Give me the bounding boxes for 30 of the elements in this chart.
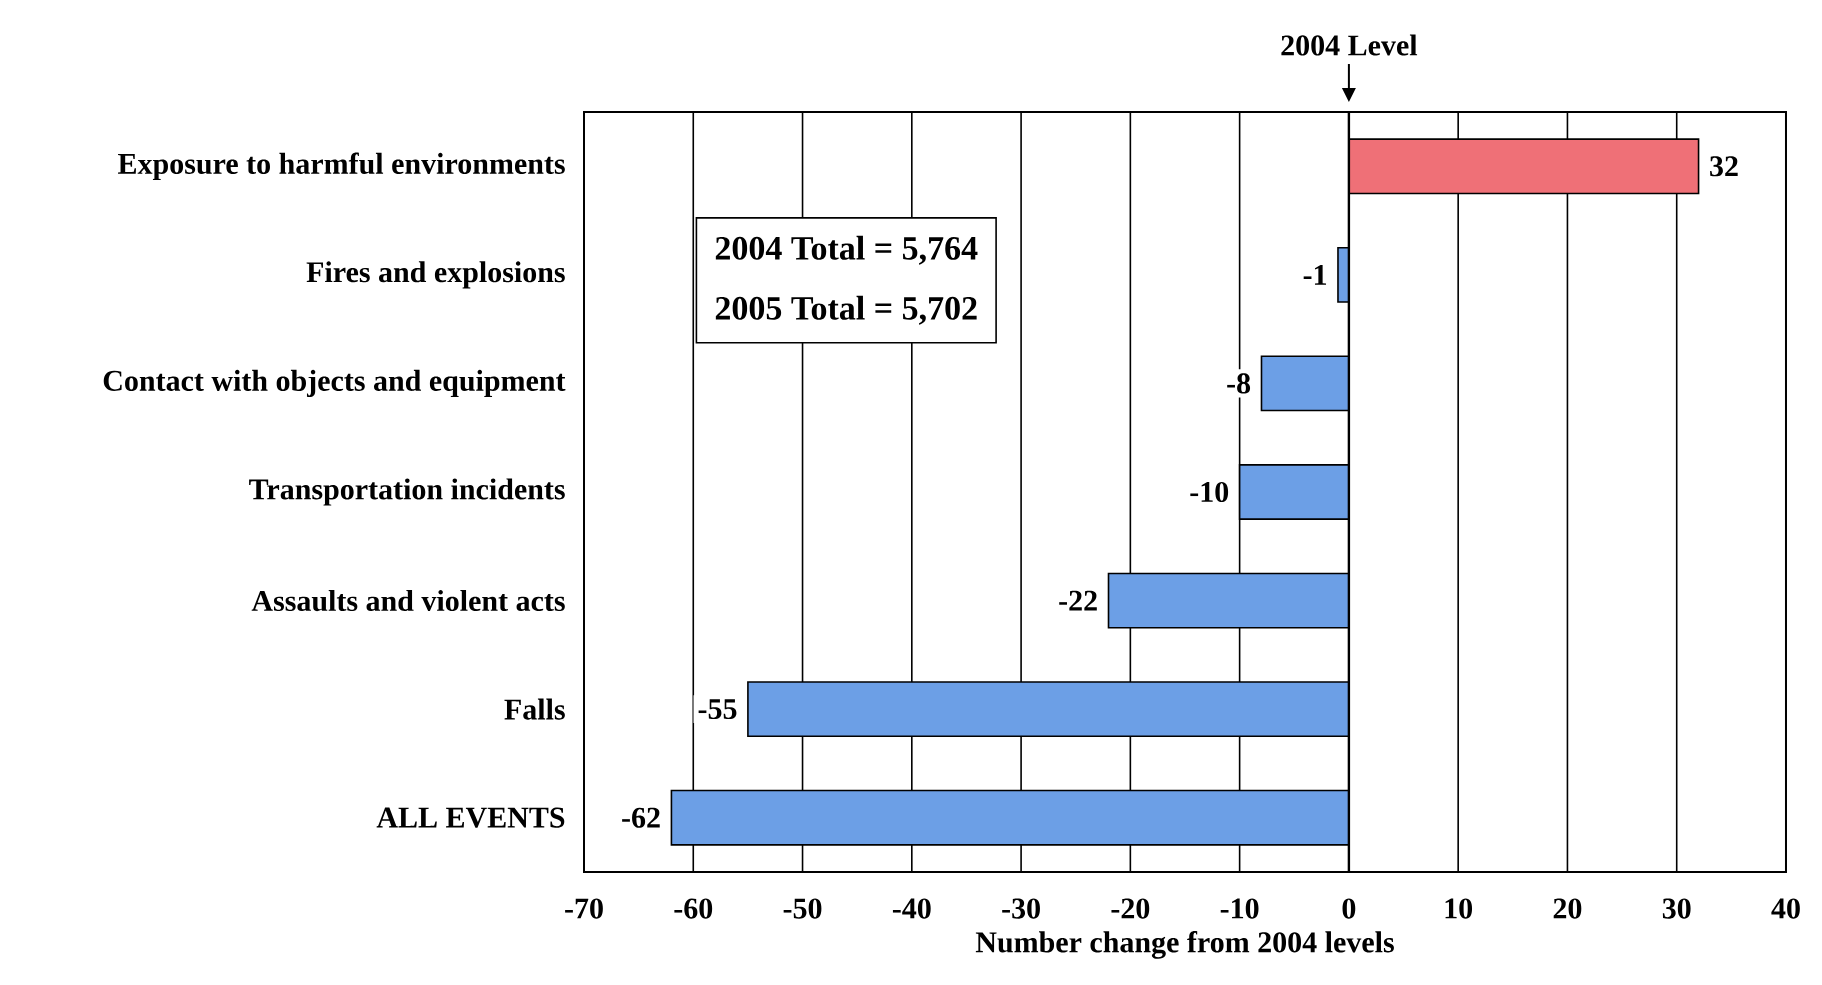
x-tick-label: 10 (1445, 898, 1473, 919)
data-label: -8 (1227, 373, 1251, 394)
data-label: -62 (622, 807, 660, 828)
data-label: -55 (698, 699, 737, 720)
y-tick-label: Fires and explosions (306, 261, 565, 289)
x-tick-label: -20 (1111, 898, 1150, 919)
x-tick-label: -40 (892, 898, 931, 919)
data-label: -10 (1190, 481, 1229, 503)
annotation: 2005 Total = 5,702 (715, 295, 977, 325)
ref-line-label: 2004 Level (1281, 34, 1418, 56)
x-tick-label: 40 (1771, 898, 1800, 919)
y-tick-label: ALL EVENTS (376, 807, 565, 828)
x-tick-label: -30 (1002, 898, 1040, 919)
y-tick-label: Transportation incidents (249, 478, 565, 506)
x-tick-label: -70 (565, 898, 603, 919)
x-tick-label: -50 (783, 898, 822, 919)
x-tick-label: 30 (1662, 898, 1691, 919)
data-label: -22 (1059, 590, 1097, 611)
x-axis-title: Number change from 2004 levels (975, 931, 1394, 959)
x-tick-label: 20 (1553, 898, 1582, 919)
data-label: -1 (1303, 264, 1327, 285)
x-tick-label: -60 (674, 898, 713, 919)
y-tick-label: Falls (504, 698, 565, 720)
y-tick-label: Contact with objects and equipment (103, 369, 566, 398)
y-tick-label: Assaults and violent acts (251, 590, 565, 612)
x-tick-label: 0 (1342, 898, 1356, 919)
y-tick-label: Exposure to harmful environments (118, 152, 565, 181)
data-label: 32 (1710, 156, 1738, 177)
annotation: 2004 Total = 5,764 (715, 235, 978, 265)
x-tick-label: -10 (1220, 898, 1259, 919)
